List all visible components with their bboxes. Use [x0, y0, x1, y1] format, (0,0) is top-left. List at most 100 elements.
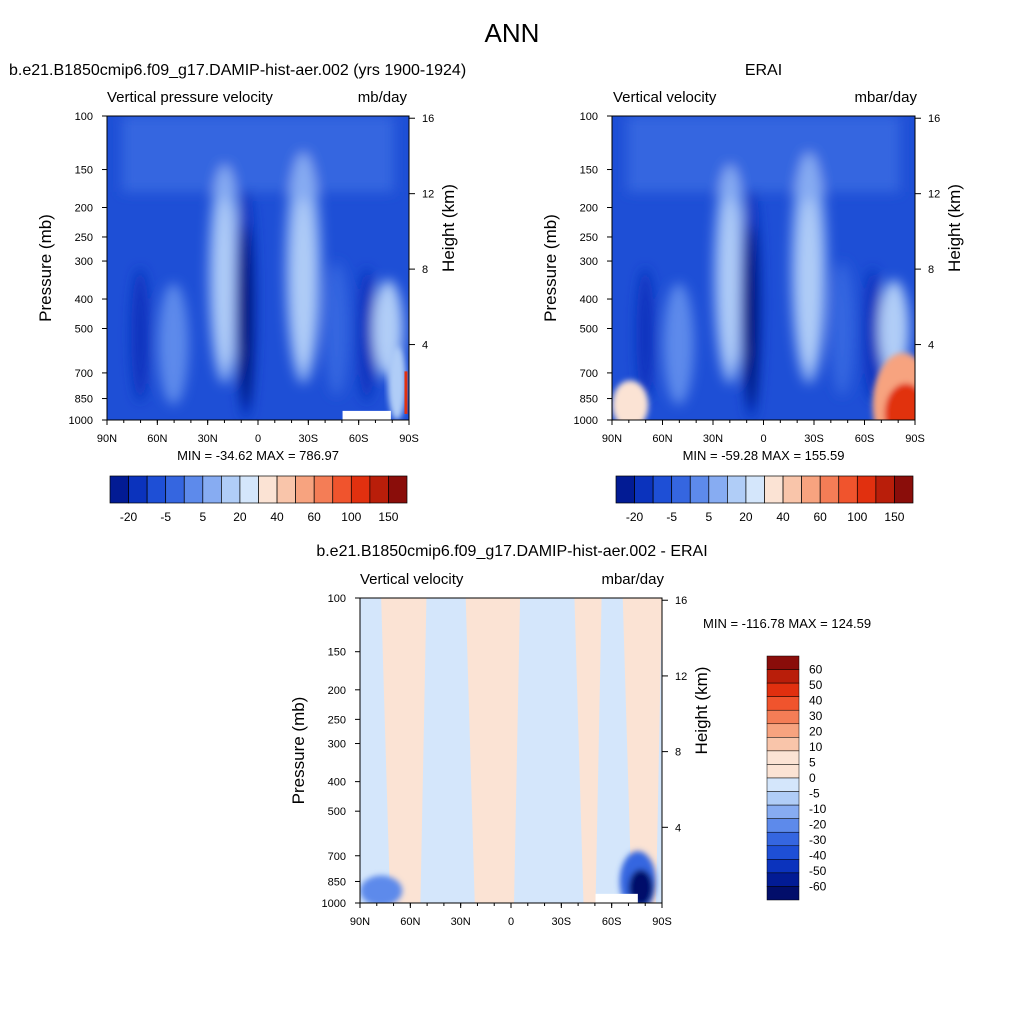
colorbar-label: 30	[809, 709, 823, 723]
colorbar-box	[165, 475, 185, 504]
y-tick-label: 250	[75, 232, 93, 244]
x-tick-label: 30N	[451, 916, 471, 928]
antarctic-spike	[387, 347, 406, 420]
panel2-stats: MIN = -59.28 MAX = 155.59	[682, 448, 845, 463]
colorbar-box	[388, 475, 408, 504]
colorbar-box	[875, 475, 895, 504]
x-tick-label: 60N	[652, 433, 672, 445]
y2-axis-label: Height (km)	[692, 667, 711, 755]
sh-descent-core	[798, 198, 820, 369]
field-smooth	[627, 116, 909, 420]
nh-storm-column	[636, 268, 655, 402]
y-axis-label: Pressure (mb)	[541, 214, 560, 322]
contour-field	[107, 116, 409, 420]
spike-light	[387, 347, 406, 420]
x-tick-label: 30S	[804, 433, 824, 445]
y-tick-label: 300	[328, 739, 346, 751]
colorbar-box	[109, 475, 129, 504]
colorbar-box	[313, 475, 334, 504]
arctic-light	[612, 380, 649, 420]
y-tick-label: 200	[75, 203, 93, 215]
x-tick-label: 60S	[349, 433, 369, 445]
y-tick-label: 1000	[322, 898, 346, 910]
y2-tick-label: 12	[675, 671, 687, 683]
colorbar-box	[766, 804, 800, 819]
nh-storm-column	[131, 268, 150, 402]
y-tick-label: 150	[75, 165, 93, 177]
y2-tick-label: 16	[675, 595, 687, 607]
colorbar-box	[258, 475, 278, 504]
y-tick-label: 200	[580, 203, 598, 215]
colorbar-box	[745, 475, 765, 504]
contour-field	[612, 116, 915, 420]
polar-anomaly	[360, 851, 656, 903]
sh-descent-core	[292, 198, 314, 369]
colorbar-box	[766, 682, 800, 697]
colorbar-box	[615, 475, 635, 504]
colorbar-box	[634, 475, 654, 504]
colorbar-box	[766, 764, 800, 779]
x-tick-label: 0	[508, 916, 514, 928]
nh-midlat	[663, 283, 694, 405]
colorbar-label: 20	[809, 725, 823, 739]
x-tick-label: 0	[255, 433, 261, 445]
sh-storm-column	[863, 268, 882, 402]
upper-band	[122, 116, 394, 192]
sh-midlat	[324, 261, 349, 396]
panel1-right-label: mb/day	[357, 89, 407, 106]
colorbar-label: 0	[809, 771, 816, 785]
nh-descent-core	[721, 198, 740, 369]
x-tick-label: 30S	[552, 916, 572, 928]
x-tick-label: 90S	[652, 916, 672, 928]
y-tick-label: 300	[75, 256, 93, 268]
field-smooth	[122, 116, 403, 420]
colorbar-box	[369, 475, 389, 504]
nh-descent-core	[215, 198, 234, 369]
colorbar-box	[766, 845, 800, 860]
y-tick-label: 1000	[69, 415, 93, 427]
x-tick-label: 60N	[400, 916, 420, 928]
colorbar-label: -20	[809, 817, 827, 831]
colorbar-label: -20	[120, 510, 138, 524]
panel3-title: b.e21.B1850cmip6.f09_g17.DAMIP-hist-aer.…	[316, 543, 708, 560]
colorbar-label: -40	[809, 848, 827, 862]
panel1-left-label: Vertical pressure velocity	[107, 89, 273, 106]
colorbar-label: 20	[739, 510, 753, 524]
colorbar-label: -5	[160, 510, 171, 524]
colorbar-box	[819, 475, 840, 504]
colorbar-box	[766, 872, 800, 887]
x-tick-label: 30N	[198, 433, 218, 445]
colorbar-box	[350, 475, 371, 504]
panel3-left-label: Vertical velocity	[360, 571, 464, 588]
colorbar-box	[766, 750, 800, 765]
y-tick-label: 500	[328, 806, 346, 818]
colorbar-box	[764, 475, 784, 504]
sh-storm-column	[357, 268, 376, 402]
x-tick-label: 90S	[905, 433, 925, 445]
colorbar-box	[801, 475, 821, 504]
x-tick-label: 60S	[855, 433, 875, 445]
y-tick-label: 200	[328, 685, 346, 697]
colorbar-box	[689, 475, 710, 504]
colorbar-box	[221, 475, 241, 504]
y-tick-label: 500	[580, 323, 598, 335]
colorbar-box	[183, 475, 204, 504]
colorbar-box	[276, 475, 296, 504]
x-tick-label: 60S	[602, 916, 622, 928]
colorbar-label: 20	[233, 510, 247, 524]
colorbar-box	[239, 475, 259, 504]
panel2-left-label: Vertical velocity	[613, 89, 717, 106]
x-tick-label: 90N	[97, 433, 117, 445]
spike-red	[404, 371, 408, 414]
y-tick-label: 850	[75, 394, 93, 406]
colorbar-box	[766, 859, 800, 874]
y2-tick-label: 12	[422, 189, 434, 201]
y-axis-label: Pressure (mb)	[289, 697, 308, 805]
y-tick-label: 300	[580, 256, 598, 268]
colorbar-label: 10	[809, 740, 823, 754]
colorbar-box	[146, 475, 167, 504]
y2-axis-label: Height (km)	[945, 184, 964, 272]
colorbar-box	[128, 475, 148, 504]
colorbar-box	[782, 475, 802, 504]
